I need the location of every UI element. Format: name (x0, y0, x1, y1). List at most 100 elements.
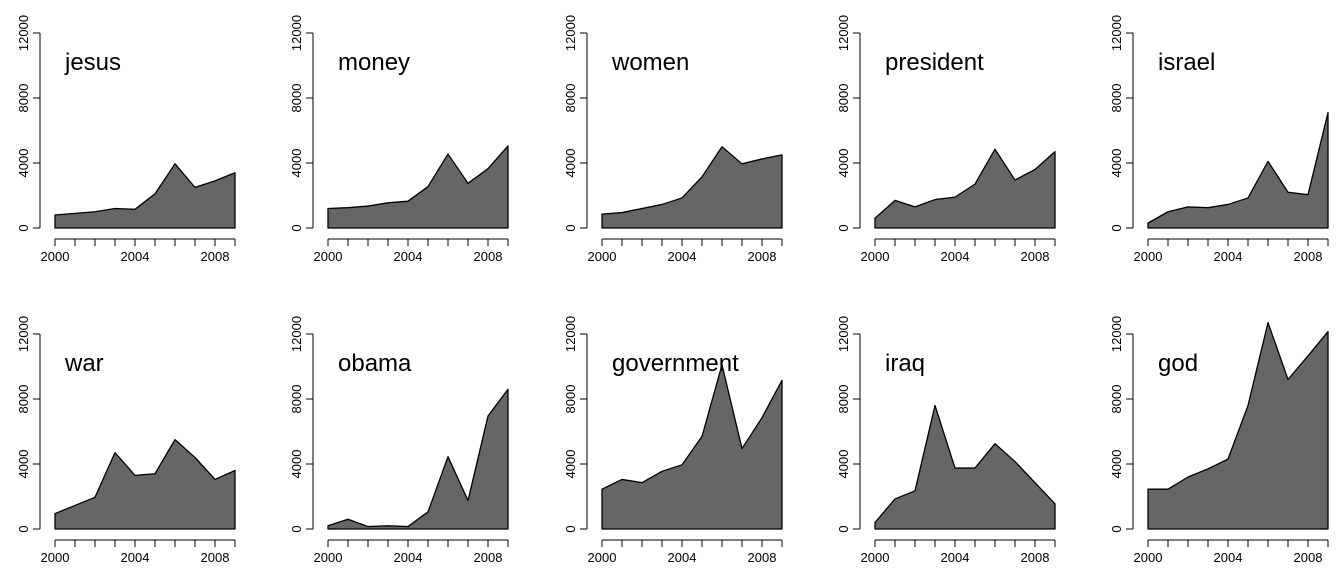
x-tick-label: 2000 (861, 249, 890, 264)
y-tick-label: 4000 (563, 450, 578, 479)
chart-panel-obama: 2000 2004 2008 0 4000 8000 12000 obama (289, 316, 509, 565)
y-tick-label: 12000 (16, 316, 31, 352)
area-series (54, 438, 236, 530)
x-tick-label: 2004 (1214, 249, 1243, 264)
panel-title: money (338, 49, 410, 76)
chart-panel-money: 2000 2004 2008 0 4000 8000 12000 money (289, 15, 509, 264)
y-tick-label: 8000 (16, 84, 31, 113)
x-tick-label: 2008 (474, 249, 503, 264)
x-tick-label: 2000 (314, 249, 343, 264)
panel-title: iraq (885, 350, 925, 377)
y-tick-label: 0 (836, 525, 851, 532)
x-tick-label: 2008 (1021, 550, 1050, 565)
area-series (874, 148, 1056, 229)
panel-title: government (612, 350, 739, 377)
y-tick-label: 8000 (1109, 385, 1124, 414)
y-tick-label: 4000 (16, 149, 31, 178)
y-tick-label: 4000 (563, 149, 578, 178)
y-tick-label: 8000 (289, 385, 304, 414)
x-tick-label: 2000 (588, 249, 617, 264)
area-series (601, 146, 783, 229)
y-tick-label: 12000 (16, 15, 31, 51)
x-tick-label: 2000 (41, 550, 70, 565)
chart-panel-women: 2000 2004 2008 0 4000 8000 12000 women (563, 15, 783, 264)
y-tick-label: 0 (563, 224, 578, 231)
x-tick-label: 2004 (668, 550, 697, 565)
area-series (327, 145, 509, 229)
y-tick-label: 12000 (563, 15, 578, 51)
x-tick-label: 2000 (1134, 550, 1163, 565)
y-tick-label: 0 (289, 224, 304, 231)
chart-panel-president: 2000 2004 2008 0 4000 8000 12000 president (836, 15, 1056, 264)
x-tick-label: 2004 (668, 249, 697, 264)
panel-title: god (1158, 350, 1198, 377)
y-tick-label: 4000 (1109, 450, 1124, 479)
y-tick-label: 8000 (836, 84, 851, 113)
y-tick-label: 4000 (289, 149, 304, 178)
chart-panel-jesus: 2000 2004 2008 0 4000 8000 12000 jesus (16, 15, 236, 264)
y-tick-label: 12000 (563, 316, 578, 352)
y-tick-label: 8000 (563, 385, 578, 414)
y-tick-label: 0 (563, 525, 578, 532)
x-tick-label: 2008 (201, 550, 230, 565)
y-tick-label: 4000 (1109, 149, 1124, 178)
y-tick-label: 0 (16, 224, 31, 231)
y-tick-label: 4000 (289, 450, 304, 479)
x-tick-label: 2008 (748, 249, 777, 264)
x-tick-label: 2000 (314, 550, 343, 565)
area-series (1147, 111, 1329, 229)
x-tick-label: 2008 (1294, 550, 1323, 565)
y-tick-label: 0 (1109, 224, 1124, 231)
chart-panel-israel: 2000 2004 2008 0 4000 8000 12000 israel (1109, 15, 1329, 264)
y-tick-label: 12000 (289, 15, 304, 51)
chart-panel-iraq: 2000 2004 2008 0 4000 8000 12000 iraq (836, 316, 1056, 565)
y-tick-label: 0 (1109, 525, 1124, 532)
x-tick-label: 2008 (474, 550, 503, 565)
panel-title: president (885, 49, 984, 76)
panel-title: women (611, 49, 689, 76)
y-tick-label: 8000 (1109, 84, 1124, 113)
y-tick-label: 12000 (836, 15, 851, 51)
x-tick-label: 2008 (1294, 249, 1323, 264)
x-tick-label: 2008 (201, 249, 230, 264)
chart-panel-government: 2000 2004 2008 0 4000 8000 12000 government (563, 316, 783, 565)
y-tick-label: 12000 (836, 316, 851, 352)
y-tick-label: 0 (16, 525, 31, 532)
y-tick-label: 8000 (16, 385, 31, 414)
area-series (874, 404, 1056, 530)
panel-title: jesus (64, 49, 121, 76)
x-tick-label: 2004 (121, 550, 150, 565)
x-tick-label: 2004 (121, 249, 150, 264)
y-tick-label: 0 (289, 525, 304, 532)
y-tick-label: 8000 (836, 385, 851, 414)
y-tick-label: 4000 (836, 149, 851, 178)
panel-title: war (64, 350, 104, 377)
x-tick-label: 2004 (941, 249, 970, 264)
area-series (54, 163, 236, 229)
x-tick-label: 2004 (941, 550, 970, 565)
x-tick-label: 2000 (588, 550, 617, 565)
y-tick-label: 12000 (1109, 15, 1124, 51)
y-tick-label: 0 (836, 224, 851, 231)
y-tick-label: 12000 (289, 316, 304, 352)
chart-panel-god: 2000 2004 2008 0 4000 8000 12000 god (1109, 316, 1329, 565)
y-tick-label: 8000 (563, 84, 578, 113)
area-series (1147, 321, 1329, 530)
panel-title: obama (338, 350, 412, 377)
x-tick-label: 2000 (41, 249, 70, 264)
x-tick-label: 2008 (748, 550, 777, 565)
x-tick-label: 2004 (394, 249, 423, 264)
chart-panel-war: 2000 2004 2008 0 4000 8000 12000 war (16, 316, 236, 565)
y-tick-label: 4000 (836, 450, 851, 479)
x-tick-label: 2004 (1214, 550, 1243, 565)
x-tick-label: 2008 (1021, 249, 1050, 264)
area-series (327, 388, 509, 530)
y-tick-label: 4000 (16, 450, 31, 479)
area-series (601, 364, 783, 530)
x-tick-label: 2000 (861, 550, 890, 565)
x-tick-label: 2004 (394, 550, 423, 565)
x-tick-label: 2000 (1134, 249, 1163, 264)
y-tick-label: 12000 (1109, 316, 1124, 352)
panel-title: israel (1158, 49, 1215, 76)
